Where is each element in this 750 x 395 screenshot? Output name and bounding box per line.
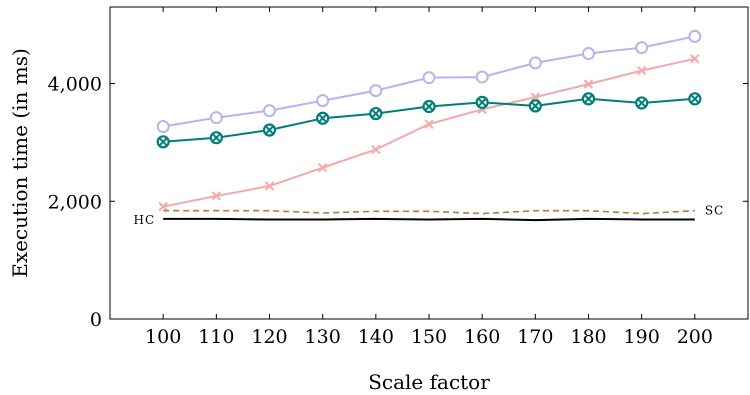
data-point: [316, 111, 330, 125]
x-tick-label: 100: [145, 326, 181, 348]
plot-frame: [109, 6, 749, 320]
y-tick-label: 4,000: [48, 74, 102, 96]
y-tick-label: 0: [90, 309, 102, 331]
series-annotation-hc: HC: [134, 213, 156, 227]
x-tick-label: 180: [570, 326, 606, 348]
data-point: [422, 71, 436, 85]
data-point: [156, 135, 170, 149]
x-tick-label: 150: [411, 326, 447, 348]
data-point: [211, 191, 222, 201]
data-point: [317, 163, 328, 173]
data-point: [582, 47, 595, 61]
series-2: [156, 92, 702, 149]
data-point: [636, 65, 647, 76]
data-point: [262, 123, 277, 137]
series-annotation-sc: SC: [705, 204, 724, 218]
x-tick-label: 140: [358, 326, 394, 348]
x-tick-label: 170: [517, 326, 553, 348]
x-tick-label: 160: [464, 326, 500, 348]
data-point: [688, 29, 702, 43]
series-3: SC: [163, 204, 724, 218]
x-tick-label: 200: [677, 326, 713, 348]
x-tick-label: 130: [305, 326, 341, 348]
series-4-line: [163, 217, 695, 222]
data-point: [530, 92, 541, 102]
data-point: [424, 119, 434, 129]
x-axis: 100 110 120 130 140 150 160 170 180 190 200: [145, 7, 713, 348]
data-point: [264, 181, 275, 191]
y-axis: 0 2,000 4,000: [48, 74, 748, 331]
series-layer: SC HC: [134, 29, 724, 227]
data-point: [528, 99, 542, 113]
x-tick-label: 190: [624, 326, 660, 348]
data-point: [156, 120, 170, 134]
data-point: [209, 111, 223, 125]
data-point: [583, 79, 594, 89]
x-tick-label: 120: [251, 326, 287, 348]
data-point: [690, 54, 700, 64]
series-4: HC: [134, 213, 695, 227]
data-point: [581, 92, 596, 106]
data-point: [158, 201, 168, 212]
data-point: [475, 70, 489, 84]
data-point: [422, 99, 436, 114]
data-point: [209, 131, 223, 145]
data-point: [635, 41, 649, 55]
data-point: [475, 95, 489, 109]
series-0: [156, 29, 702, 134]
y-tick-label: 2,000: [48, 191, 102, 213]
data-point: [528, 56, 542, 70]
data-point: [371, 144, 381, 155]
data-point: [688, 92, 702, 106]
x-tick-label: 110: [198, 326, 234, 348]
data-point: [316, 94, 330, 108]
data-point: [369, 106, 383, 121]
x-axis-label: Scale factor: [368, 370, 490, 394]
data-point: [635, 96, 649, 110]
y-axis-label: Execution time (in ms): [8, 48, 32, 278]
series-3-line: [163, 209, 695, 215]
data-point: [263, 104, 276, 118]
series-1: [158, 54, 700, 212]
data-point: [369, 84, 383, 98]
